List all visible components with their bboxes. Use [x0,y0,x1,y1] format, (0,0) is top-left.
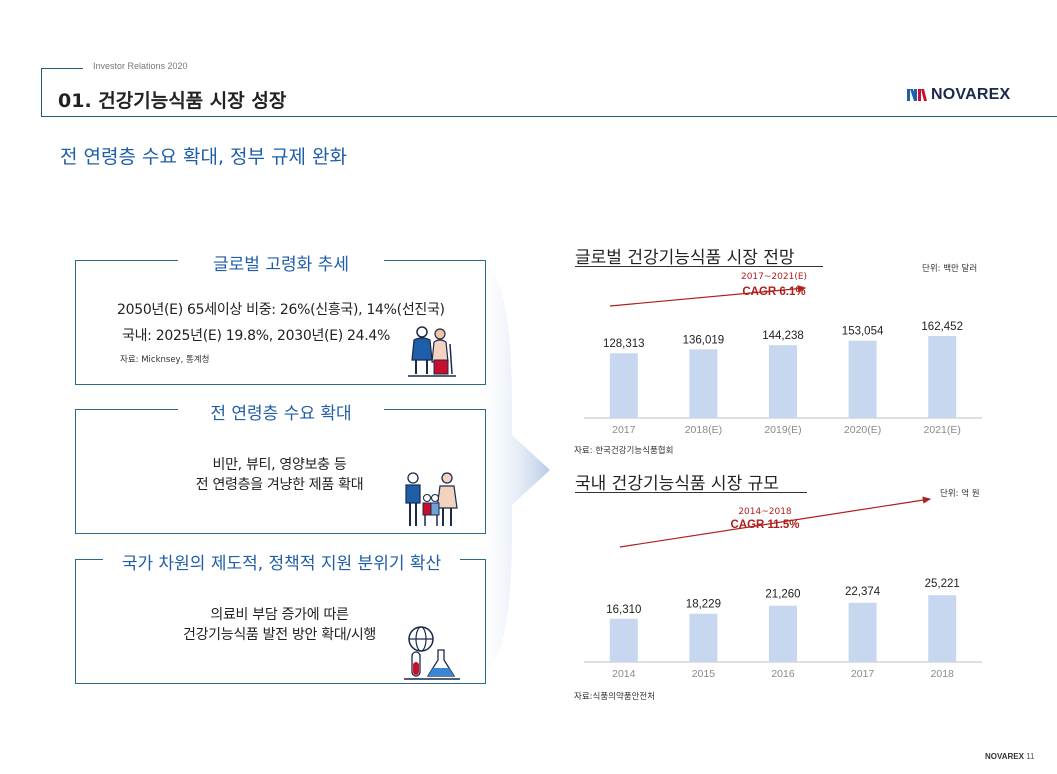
bar-value-label: 144,238 [762,330,804,342]
x-tick-label: 2021(E) [924,424,961,436]
box-rule [460,559,485,560]
bar-value-label: 136,019 [683,334,725,346]
bar [609,618,638,662]
policy-support-title: 국가 차원의 제도적, 정책적 지원 분위기 확산 [121,554,442,574]
global-chart-unit: 단위: 백만 달러 [922,264,978,274]
box-rule [75,409,178,410]
x-tick-label: 2020(E) [844,424,881,436]
novarex-logo: NOVAREX [907,85,1010,105]
box-rule [75,260,178,261]
global-chart-title-rule [575,266,823,267]
global-market-chart: 128,313 2017 136,019 2018(E) 144,238 2019(E) 1… [584,285,982,436]
page-title: 01. 건강기능식품 시장 성장 [58,90,287,112]
bar-value-label: 153,054 [842,326,884,338]
global-chart-source: 자료: 한국건강기능식품협회 [574,446,674,456]
box-rule [75,559,103,560]
bar [848,340,877,418]
box-rule [384,260,485,261]
global-chart-title: 글로벌 건강기능식품 시장 전망 [575,248,795,268]
demand-expansion-title: 전 연령층 수요 확대 [210,404,352,424]
bar [689,613,718,662]
x-tick-label: 2014 [612,668,636,680]
bar-value-label: 18,229 [686,599,721,611]
bar [609,353,638,418]
page-subtitle: 전 연령층 수요 확대, 정부 규제 완화 [60,146,347,168]
cagr-arrow [609,285,807,307]
header-rule-bottom [41,116,1057,117]
footer-brand: NOVAREX [985,752,1024,761]
header-rule-top [41,68,83,69]
family-icon [405,472,458,526]
bar [769,605,797,662]
domestic-cagr-period: 2014~2018 [738,507,792,517]
aging-trend-source: 자료: Micknsey, 통계청 [120,355,210,365]
bar-value-label: 162,452 [921,321,963,333]
domestic-market-chart: 16,310 2014 18,229 2015 21,260 2016 22,374 2017… [584,496,982,680]
aging-trend-box [75,260,486,385]
demand-expansion-box [75,409,486,534]
aging-trend-title: 글로벌 고령화 추세 [213,255,349,275]
domestic-chart-title-rule [575,492,807,493]
bar-value-label: 128,313 [603,338,645,350]
globe-lab-icon [404,626,460,680]
x-tick-label: 2018 [931,668,955,680]
x-tick-label: 2019(E) [764,424,801,436]
cagr-arrow [619,496,932,548]
header-rule-vertical [41,68,42,116]
bar [928,335,957,418]
domestic-chart-unit: 단위: 억 원 [940,489,980,499]
flow-arrow-shape [480,260,550,680]
ir-label: Investor Relations 2020 [93,61,188,71]
policy-support-box [75,559,486,684]
bar [689,349,718,418]
x-tick-label: 2015 [692,668,716,680]
domestic-chart-source: 자료:식품의약품안전처 [574,692,656,702]
domestic-chart-title: 국내 건강기능식품 시장 규모 [575,474,779,494]
bar-value-label: 16,310 [606,604,641,616]
bar [769,345,797,418]
elderly-couple-icon [408,326,456,377]
bar-value-label: 25,221 [925,578,960,590]
x-tick-label: 2017 [612,424,636,436]
x-tick-label: 2017 [851,668,875,680]
bar-value-label: 22,374 [845,586,881,598]
bar [928,595,957,662]
page-number: 11 [1026,752,1035,761]
policy-support-line-2: 건강기능식품 발전 방안 확대/시행 [183,627,376,643]
x-tick-label: 2016 [771,668,795,680]
global-cagr-period: 2017~2021(E) [740,272,808,282]
aging-trend-line-2: 국내: 2025년(E) 19.8%, 2030년(E) 24.4% [122,328,391,344]
demand-expansion-line-1: 비만, 뷰티, 영양보충 등 [212,457,347,473]
x-tick-label: 2018(E) [685,424,722,436]
policy-support-line-1: 의료비 부담 증가에 따른 [210,607,349,623]
bar [848,602,877,662]
demand-expansion-line-2: 전 연령층을 겨냥한 제품 확대 [195,477,364,493]
box-rule [384,409,485,410]
novarex-logo-icon [907,89,927,101]
aging-trend-line-1: 2050년(E) 65세이상 비중: 26%(신흥국), 14%(선진국) [117,302,445,318]
page-footer: NOVAREX 11 [985,752,1035,761]
bar-value-label: 21,260 [765,589,800,601]
logo-text: NOVAREX [931,86,1011,103]
